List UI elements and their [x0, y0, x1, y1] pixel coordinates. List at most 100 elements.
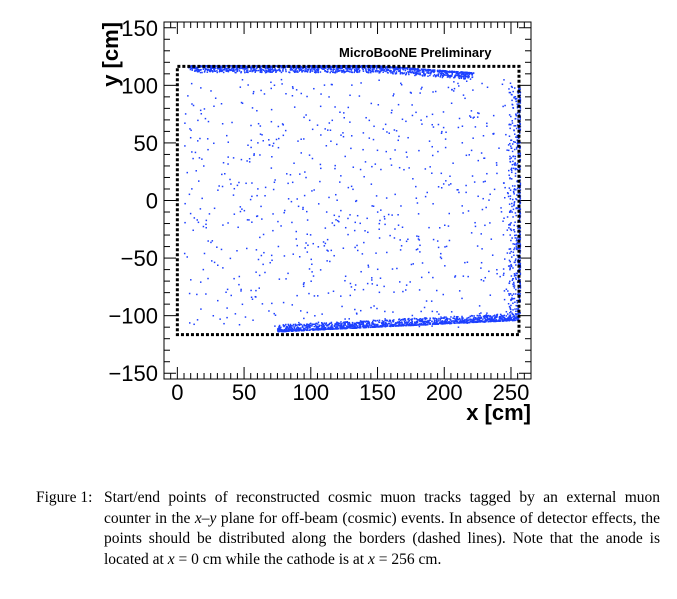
data-point	[448, 74, 450, 77]
data-point	[426, 317, 428, 320]
data-point	[516, 299, 518, 302]
data-point	[519, 202, 522, 204]
data-point	[423, 71, 425, 73]
data-point	[457, 126, 460, 129]
data-point	[322, 241, 325, 243]
data-point	[245, 71, 248, 73]
data-point	[509, 267, 511, 270]
data-point	[317, 328, 319, 330]
data-point	[514, 221, 516, 223]
y-tick-label: 0	[146, 189, 158, 214]
data-point	[509, 195, 512, 197]
data-point	[501, 83, 504, 86]
data-point	[472, 72, 475, 74]
data-point	[442, 293, 445, 296]
data-point	[189, 67, 192, 69]
data-point	[306, 70, 309, 72]
data-point	[514, 167, 517, 170]
data-point	[491, 317, 494, 319]
data-point	[398, 135, 400, 138]
data-point	[328, 96, 330, 98]
data-point	[463, 75, 466, 77]
data-point	[364, 230, 366, 232]
data-point	[508, 211, 511, 213]
data-point	[212, 314, 215, 317]
data-point	[227, 67, 230, 70]
data-point	[263, 251, 265, 254]
data-point	[403, 322, 406, 324]
data-point	[486, 317, 489, 320]
data-point	[439, 256, 442, 258]
data-point	[454, 318, 456, 320]
data-point	[415, 197, 418, 199]
data-point	[334, 71, 337, 74]
data-point	[418, 70, 420, 72]
data-point	[504, 196, 506, 199]
data-point	[312, 68, 314, 71]
data-point	[508, 294, 511, 296]
data-point	[302, 326, 304, 329]
data-point	[362, 148, 364, 151]
caption-text-3: = 0 cm while the cathode is at	[174, 550, 368, 568]
data-point	[200, 113, 203, 115]
data-point	[390, 112, 393, 114]
data-point	[457, 76, 460, 78]
data-point	[486, 125, 488, 127]
data-point	[459, 322, 462, 324]
data-point	[271, 71, 274, 73]
data-point	[234, 71, 236, 74]
data-point	[455, 316, 458, 318]
data-point	[367, 71, 369, 74]
data-point	[377, 324, 379, 327]
data-point	[406, 324, 408, 327]
data-point	[248, 157, 251, 160]
data-point	[222, 69, 225, 71]
data-point	[513, 287, 516, 289]
data-point	[340, 323, 343, 325]
data-point	[450, 320, 453, 322]
data-point	[374, 319, 376, 322]
data-point	[372, 138, 375, 141]
data-point	[191, 188, 193, 190]
data-point	[339, 322, 341, 325]
data-point	[253, 68, 255, 70]
data-point	[321, 68, 324, 70]
data-point	[227, 222, 229, 224]
data-point	[359, 168, 362, 171]
data-point	[286, 173, 288, 175]
data-point	[325, 323, 327, 325]
data-point	[444, 224, 446, 227]
data-point	[483, 315, 486, 317]
data-point	[439, 70, 442, 72]
data-point	[519, 233, 522, 236]
data-point	[255, 67, 257, 70]
data-point	[390, 323, 392, 326]
data-point	[511, 312, 513, 314]
data-point	[516, 180, 518, 183]
data-point	[484, 319, 486, 322]
data-point	[308, 329, 310, 332]
data-point	[415, 71, 418, 73]
data-point	[217, 67, 220, 70]
data-point	[222, 71, 225, 74]
data-point	[504, 186, 506, 189]
data-point	[372, 326, 375, 328]
data-point	[259, 66, 262, 68]
data-point	[189, 128, 191, 130]
data-point	[329, 65, 332, 67]
data-point	[516, 272, 519, 275]
data-point	[510, 169, 513, 172]
data-point	[265, 69, 267, 71]
data-point	[227, 141, 230, 143]
data-point	[496, 315, 498, 317]
data-point	[272, 142, 275, 145]
data-point	[428, 68, 430, 71]
data-point	[384, 318, 386, 320]
data-point	[314, 65, 317, 68]
data-point	[256, 109, 258, 112]
data-point	[446, 322, 449, 325]
data-point	[339, 324, 342, 327]
data-point	[231, 121, 233, 124]
data-point	[315, 322, 318, 325]
data-point	[462, 322, 465, 324]
